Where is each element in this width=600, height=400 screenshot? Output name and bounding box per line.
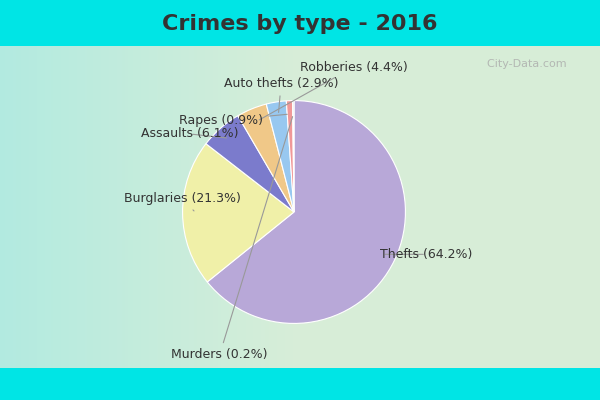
Text: Murders (0.2%): Murders (0.2%)	[172, 117, 293, 361]
Text: Rapes (0.9%): Rapes (0.9%)	[179, 114, 287, 127]
Text: City-Data.com: City-Data.com	[480, 59, 566, 69]
Wedge shape	[286, 100, 294, 212]
Text: Burglaries (21.3%): Burglaries (21.3%)	[124, 192, 241, 211]
Wedge shape	[182, 144, 294, 282]
Wedge shape	[293, 100, 294, 212]
Wedge shape	[207, 100, 406, 324]
Wedge shape	[206, 116, 294, 212]
Text: Assaults (6.1%): Assaults (6.1%)	[142, 128, 239, 140]
Text: Crimes by type - 2016: Crimes by type - 2016	[162, 14, 438, 34]
Text: Robberies (4.4%): Robberies (4.4%)	[259, 61, 407, 120]
Text: Thefts (64.2%): Thefts (64.2%)	[380, 248, 472, 261]
Wedge shape	[238, 104, 294, 212]
Wedge shape	[266, 101, 294, 212]
Text: Auto thefts (2.9%): Auto thefts (2.9%)	[224, 77, 338, 112]
